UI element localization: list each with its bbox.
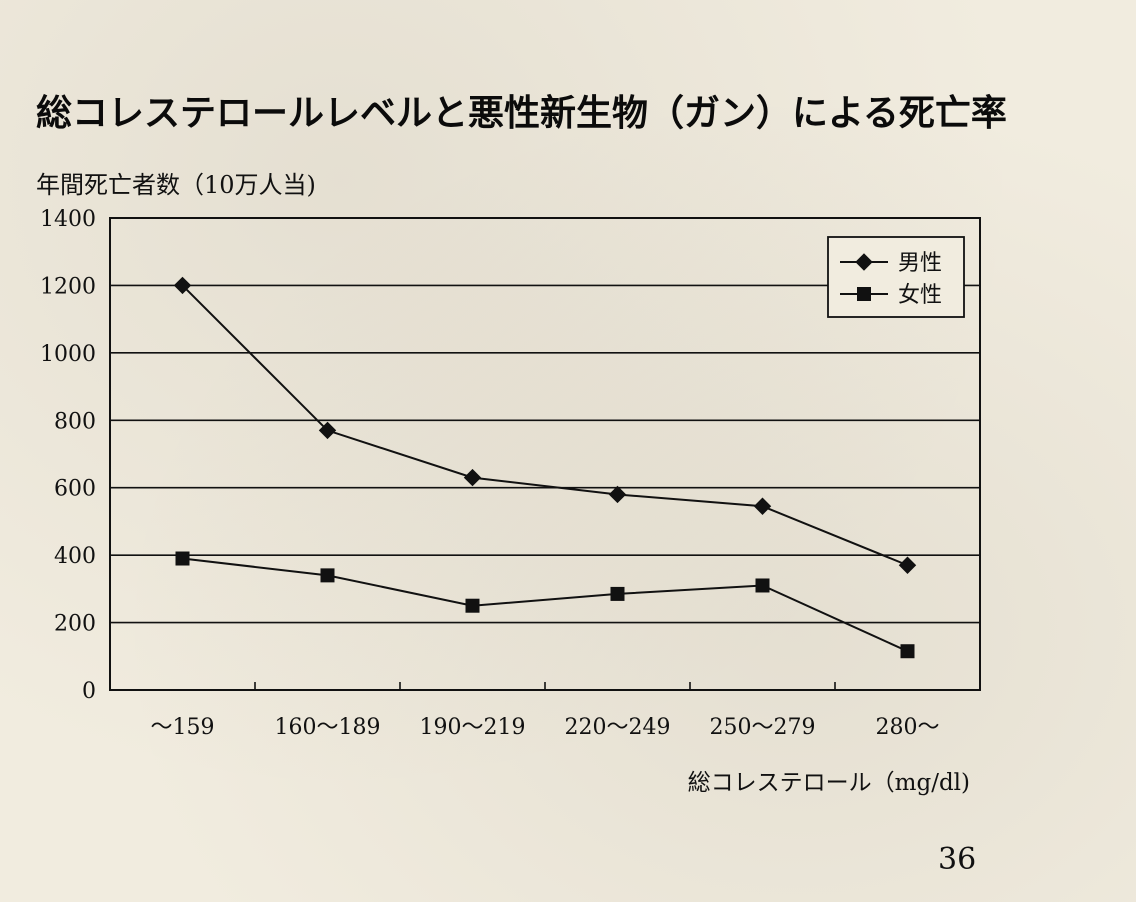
diamond-marker xyxy=(898,556,917,574)
plot-frame-group xyxy=(109,217,981,691)
y-axis-label: 年間死亡者数（10万人当) xyxy=(36,171,316,199)
series-lines xyxy=(173,276,917,659)
x-axis-label: 総コレステロール（mg/dl) xyxy=(688,770,970,796)
square-marker xyxy=(175,551,190,566)
diamond-marker xyxy=(463,468,482,487)
legend-label: 男性 xyxy=(898,251,942,276)
x-tick-label: 160～189 xyxy=(275,715,381,740)
y-tick-label: 600 xyxy=(54,477,96,502)
square-marker xyxy=(755,578,770,593)
chart-title: 総コレステロールレベルと悪性新生物（ガン）による死亡率 xyxy=(36,93,1007,134)
y-tick-label: 800 xyxy=(54,409,96,434)
diamond-marker xyxy=(753,497,772,515)
x-tick-labels: ～159 160～189 190～219 220～249 250～279 280～ xyxy=(151,715,940,740)
x-tick-label: 250～279 xyxy=(710,715,816,740)
square-marker xyxy=(900,644,915,659)
series-line xyxy=(181,284,908,567)
y-tick-label: 400 xyxy=(54,544,96,569)
x-tick-label: ～159 xyxy=(151,715,215,740)
square-marker xyxy=(320,568,335,583)
legend-square-marker xyxy=(857,287,871,301)
square-marker xyxy=(465,598,480,613)
legend-box xyxy=(827,236,965,318)
series-male xyxy=(173,276,917,574)
y-tick-label: 0 xyxy=(82,679,96,704)
series-female xyxy=(175,551,915,659)
diamond-marker xyxy=(608,485,627,504)
x-tick-label: 280～ xyxy=(876,715,940,740)
x-tick-label: 220～249 xyxy=(565,715,671,740)
legend-label: 女性 xyxy=(898,283,942,308)
y-tick-labels: 0 200 400 600 800 1000 1200 1400 xyxy=(40,207,96,704)
square-marker xyxy=(610,586,625,601)
page-number: 36 xyxy=(938,842,977,877)
y-tick-label: 1200 xyxy=(40,274,96,299)
gridlines xyxy=(110,284,980,624)
y-tick-label: 1000 xyxy=(40,342,96,367)
diamond-marker xyxy=(318,421,337,440)
series-line xyxy=(182,557,908,653)
y-tick-label: 1400 xyxy=(40,207,96,232)
diamond-marker xyxy=(173,276,192,295)
y-tick-label: 200 xyxy=(54,612,96,637)
x-tick-label: 190～219 xyxy=(420,715,526,740)
legend-diamond-marker xyxy=(855,253,873,271)
